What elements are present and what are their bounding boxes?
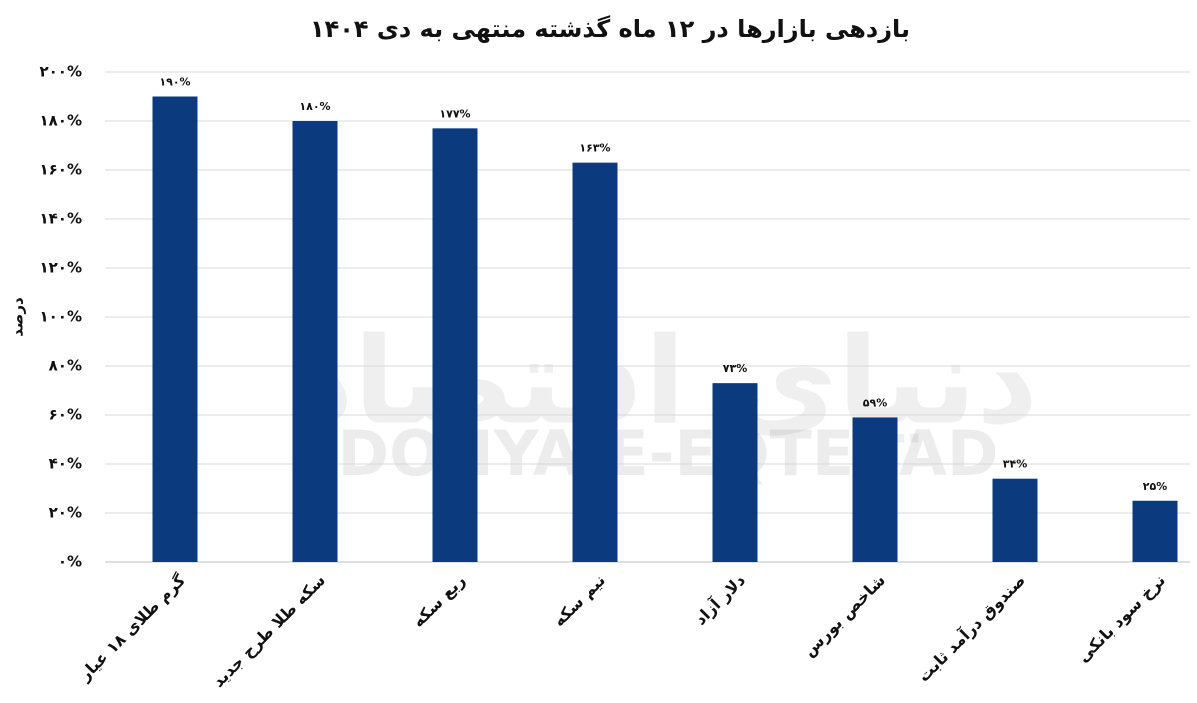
y-tick-label: ۶۰% — [49, 406, 82, 424]
x-tick-label: نیم سکه — [549, 571, 609, 631]
value-label: ۷۳% — [723, 362, 747, 375]
value-label: ۱۸۰% — [299, 100, 330, 113]
value-label: ۵۹% — [863, 396, 887, 409]
y-tick-label: ۱۰۰% — [40, 308, 83, 326]
bar — [992, 478, 1038, 562]
bar — [572, 162, 618, 562]
bar — [432, 128, 478, 562]
y-tick-label: ۲۰% — [49, 504, 82, 522]
y-tick-label: ۱۶۰% — [40, 161, 83, 179]
x-tick-label: گرم طلای ۱۸ عیار — [75, 570, 190, 685]
y-tick-label: ۸۰% — [49, 357, 82, 375]
x-tick-label: صندوق درآمد ثابت — [913, 570, 1029, 686]
bar — [292, 121, 338, 562]
y-tick-label: ۲۰۰% — [40, 63, 83, 81]
y-tick-label: ۱۸۰% — [40, 112, 83, 130]
x-tick-label: ربع سکه — [409, 571, 469, 631]
chart-title: بازدهی بازارها در ۱۲ ماه گذشته منتهی به … — [310, 15, 910, 43]
value-label: ۳۴% — [1003, 458, 1027, 471]
y-tick-label: ۱۴۰% — [40, 210, 83, 228]
x-tick-label: شاخص بورس — [799, 571, 889, 661]
bar — [852, 417, 898, 562]
value-label: ۱۹۰% — [159, 76, 190, 89]
x-tick-label: سکه طلا طرح جدید — [209, 571, 329, 691]
bar — [152, 96, 198, 562]
x-tick-label: نرخ سود بانکی — [1073, 571, 1169, 667]
watermark-logo: دنیای اقتصاد — [292, 313, 1038, 452]
bar — [712, 383, 758, 562]
value-label: ۱۷۷% — [439, 107, 470, 120]
value-label: ۲۵% — [1143, 480, 1167, 493]
x-tick-label: دلار آزاد — [690, 570, 749, 629]
y-tick-label: ۱۲۰% — [40, 259, 83, 277]
y-tick-label: ۴۰% — [49, 455, 82, 473]
bar — [1132, 500, 1178, 562]
y-tick-label: ۰% — [58, 553, 82, 571]
value-label: ۱۶۳% — [579, 142, 610, 155]
y-axis-label: درصد — [9, 297, 27, 337]
